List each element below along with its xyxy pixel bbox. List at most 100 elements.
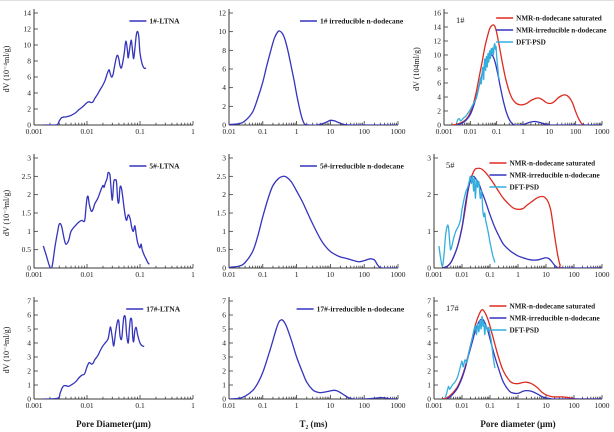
svg-text:10: 10: [327, 270, 335, 279]
svg-text:3: 3: [427, 353, 431, 362]
svg-text:3: 3: [27, 154, 31, 163]
svg-text:8: 8: [437, 65, 441, 74]
legend-label: DFT-PSD: [509, 327, 539, 335]
chart-ltna-5: 0.001 0.01 0.1 1 0 0.5 1 1.5 2 2.5 3 dV (10⁻³ml/g) 5…: [0, 146, 205, 289]
svg-text:16: 16: [434, 9, 442, 18]
chart-svg-t2-1: 0.01 0.1 1 10 100 1000 0 2 4 6 8 10 12 1# irreducible…: [219, 9, 406, 137]
x-axis-title: T₂ (ms): [300, 419, 328, 429]
svg-text:100: 100: [568, 401, 580, 410]
chart-psd-compare-1: 0.001 0.01 0.1 1 10 100 1000 0 2 4 6 8 10 12 14 16 dV (1…: [410, 1, 614, 146]
svg-text:0: 0: [27, 121, 31, 130]
svg-text:1.5: 1.5: [217, 209, 227, 218]
x-tick-labels: 0.001 0.01 0.1 1 10 100 1000: [426, 270, 610, 279]
y-tick-labels: 0 2 4 6 8 10 12: [219, 9, 227, 130]
series-group: [451, 24, 602, 125]
axes: [33, 297, 193, 400]
x-tick-labels: 0.01 0.1 1 10 100 1000: [222, 401, 405, 410]
svg-text:12: 12: [434, 37, 442, 46]
axes: [33, 154, 193, 269]
svg-text:2: 2: [222, 102, 226, 111]
svg-text:0.01: 0.01: [80, 270, 93, 279]
svg-text:4: 4: [27, 89, 31, 98]
legend-label: DFT-PSD: [516, 39, 546, 47]
svg-text:7: 7: [27, 297, 31, 306]
y-axis-title: dV (10⁻⁴ml/g): [2, 45, 11, 92]
chart-svg-t2-17: 0.01 0.1 1 10 100 1000 0 1 2 3 4 5 6 7 T₂ (ms) 17#-irre…: [222, 297, 406, 430]
chart-psd-compare-5: 0.001 0.01 0.1 1 10 100 1000 0 1 2 3 5# NMR-n-dodeca…: [410, 146, 614, 289]
x-axis-title: Pore diameter (μm): [480, 419, 555, 429]
svg-text:10: 10: [24, 41, 32, 50]
chart-svg-psd-compare-17: 0.001 0.01 0.1 1 10 100 1000 0 1 2 3 4 5 6 7 Pore diame…: [426, 297, 610, 430]
series-line-cyan: [444, 315, 496, 399]
svg-text:100: 100: [359, 270, 371, 279]
y-tick-labels: 0 1 2 3 4 5 6 7: [27, 297, 31, 404]
svg-text:1: 1: [27, 381, 31, 390]
svg-text:4: 4: [427, 339, 431, 348]
chart-t2-17: 0.01 0.1 1 10 100 1000 0 1 2 3 4 5 6 7 T₂ (ms) 17#-irre…: [205, 289, 410, 432]
chart-t2-5: 0.01 0.1 1 10 100 1000 0 0.5 1 1.5 2 2.5 3 5#-irreduc…: [205, 146, 410, 289]
svg-text:1000: 1000: [595, 127, 610, 136]
series-group: [438, 167, 602, 268]
legend-label: 17#-irreducible n-dodecane: [317, 305, 405, 314]
legend: 1# irreducible n-dodecane: [299, 17, 404, 26]
series-line-blue: [229, 30, 398, 125]
svg-text:0.01: 0.01: [80, 127, 93, 136]
legend: 1#-LTNA: [129, 17, 180, 26]
svg-text:2: 2: [427, 367, 431, 376]
series-group: [229, 319, 399, 399]
svg-text:10: 10: [219, 27, 227, 36]
svg-text:0: 0: [27, 395, 31, 404]
sample-label: 1#: [456, 15, 465, 25]
svg-text:2: 2: [27, 367, 31, 376]
svg-text:3: 3: [427, 154, 431, 163]
svg-text:1000: 1000: [595, 401, 610, 410]
x-tick-labels: 0.01 0.1 1 10 100 1000: [222, 270, 405, 279]
svg-text:2: 2: [27, 105, 31, 114]
y-axis-title: dV (104ml/g): [412, 47, 421, 91]
x-tick-labels: 0.001 0.01 0.1 1: [26, 127, 196, 136]
legend-label: NMR-irreducible n-dodecane: [509, 172, 599, 180]
svg-text:100: 100: [359, 401, 371, 410]
series-group: [229, 30, 398, 125]
svg-text:0: 0: [222, 395, 226, 404]
svg-text:0.1: 0.1: [485, 401, 495, 410]
series-line-blue: [229, 175, 398, 268]
svg-text:1: 1: [191, 270, 195, 279]
x-tick-labels: 0.001 0.01 0.1 1: [26, 270, 196, 279]
series-line-cyan: [455, 42, 501, 124]
svg-text:1: 1: [222, 381, 226, 390]
svg-text:6: 6: [437, 79, 441, 88]
svg-text:2.5: 2.5: [217, 172, 227, 181]
svg-text:3: 3: [222, 154, 226, 163]
svg-text:0.001: 0.001: [426, 401, 443, 410]
y-tick-labels: 0 0.5 1 1.5 2 2.5 3: [217, 154, 227, 273]
svg-text:0.01: 0.01: [464, 127, 477, 136]
axes: [228, 154, 398, 269]
svg-text:100: 100: [359, 127, 371, 136]
svg-text:10: 10: [434, 51, 442, 60]
y-tick-labels: 0 1 2 3 4 5 6 7: [222, 297, 226, 404]
series-line-blue: [42, 171, 150, 268]
svg-text:10: 10: [542, 270, 550, 279]
legend-label: 5#-irreducible n-dodecane: [320, 162, 404, 171]
svg-text:1: 1: [427, 381, 431, 390]
series-group: [43, 30, 147, 125]
legend-label: NMR-n-dodecane saturated: [509, 303, 595, 311]
svg-text:5: 5: [427, 325, 431, 334]
svg-text:2: 2: [437, 107, 441, 116]
svg-text:1: 1: [191, 127, 195, 136]
svg-text:100: 100: [570, 127, 582, 136]
ticks: [33, 300, 194, 400]
legend-label: 1# irreducible n-dodecane: [320, 17, 404, 26]
svg-text:0: 0: [222, 264, 226, 273]
svg-text:12: 12: [219, 9, 227, 18]
svg-text:1.5: 1.5: [22, 209, 32, 218]
y-axis-title: dV (10⁻³ml/g): [2, 190, 11, 237]
svg-text:10: 10: [546, 127, 554, 136]
svg-text:1000: 1000: [391, 127, 406, 136]
legend: 5#-LTNA: [129, 162, 180, 171]
svg-text:0.5: 0.5: [22, 245, 32, 254]
svg-text:1: 1: [521, 127, 525, 136]
svg-text:0.1: 0.1: [258, 270, 268, 279]
svg-text:6: 6: [27, 73, 31, 82]
